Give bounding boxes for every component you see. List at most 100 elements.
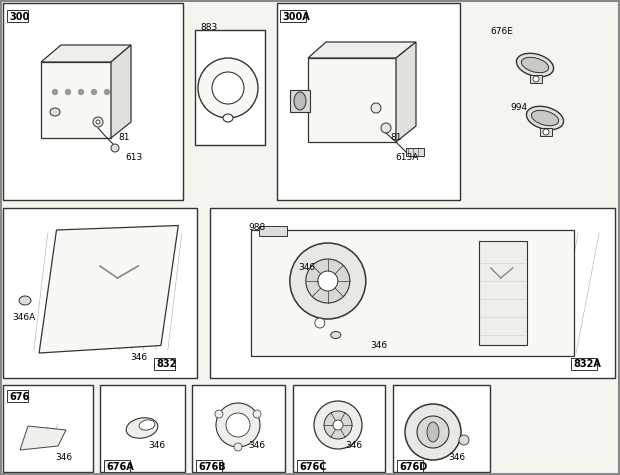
- Bar: [571, 358, 597, 370]
- Text: 994: 994: [510, 104, 527, 113]
- Text: 300A: 300A: [282, 12, 310, 22]
- Text: 832: 832: [156, 359, 176, 369]
- Polygon shape: [396, 42, 416, 142]
- Text: 346A: 346A: [12, 314, 35, 323]
- Circle shape: [105, 89, 110, 95]
- Circle shape: [306, 259, 350, 303]
- Text: 346: 346: [345, 440, 362, 449]
- Text: 346: 346: [148, 440, 165, 449]
- Circle shape: [371, 103, 381, 113]
- Ellipse shape: [526, 106, 564, 130]
- Bar: [192, 385, 285, 472]
- Bar: [3, 208, 197, 378]
- Ellipse shape: [139, 420, 155, 430]
- Text: 346: 346: [370, 341, 387, 350]
- Circle shape: [198, 58, 258, 118]
- Bar: [154, 358, 174, 370]
- Bar: [406, 148, 424, 156]
- Ellipse shape: [223, 114, 233, 122]
- Polygon shape: [308, 42, 416, 58]
- Circle shape: [234, 443, 242, 451]
- Bar: [7, 10, 27, 22]
- Bar: [530, 75, 542, 83]
- Polygon shape: [251, 230, 574, 356]
- Circle shape: [459, 435, 469, 445]
- Ellipse shape: [331, 332, 341, 339]
- Text: 676D: 676D: [399, 462, 427, 472]
- Ellipse shape: [126, 418, 158, 438]
- Text: 676B: 676B: [198, 462, 226, 472]
- Bar: [196, 460, 222, 472]
- Bar: [3, 3, 183, 200]
- Circle shape: [111, 144, 119, 152]
- Circle shape: [533, 76, 539, 82]
- Circle shape: [212, 72, 244, 104]
- Circle shape: [215, 410, 223, 418]
- Circle shape: [216, 403, 260, 447]
- Text: 676C: 676C: [299, 462, 327, 472]
- Circle shape: [96, 120, 100, 124]
- Ellipse shape: [50, 108, 60, 116]
- Text: 346: 346: [298, 264, 315, 273]
- Text: eReplacementParts.com: eReplacementParts.com: [225, 240, 395, 255]
- Circle shape: [53, 89, 58, 95]
- Bar: [104, 460, 130, 472]
- Polygon shape: [111, 45, 131, 138]
- Circle shape: [253, 410, 261, 418]
- Circle shape: [324, 411, 352, 439]
- Text: 346: 346: [55, 454, 72, 463]
- Circle shape: [315, 318, 325, 328]
- Text: 346: 346: [448, 454, 465, 463]
- Circle shape: [405, 404, 461, 460]
- Circle shape: [290, 243, 366, 319]
- Bar: [397, 460, 423, 472]
- Text: 676E: 676E: [490, 28, 513, 37]
- Text: 676A: 676A: [106, 462, 134, 472]
- Bar: [393, 385, 490, 472]
- Text: 883: 883: [200, 23, 217, 32]
- Polygon shape: [39, 226, 179, 353]
- Bar: [293, 385, 385, 472]
- Text: 832A: 832A: [573, 359, 601, 369]
- Text: 988: 988: [248, 224, 265, 232]
- Bar: [297, 460, 323, 472]
- Text: 81: 81: [118, 133, 130, 142]
- Polygon shape: [308, 58, 396, 142]
- Polygon shape: [41, 45, 131, 62]
- Text: 613A: 613A: [395, 153, 418, 162]
- Text: 676: 676: [9, 392, 29, 402]
- Ellipse shape: [294, 92, 306, 110]
- Bar: [3, 385, 93, 472]
- Bar: [7, 390, 27, 402]
- Circle shape: [318, 271, 338, 291]
- Bar: [100, 385, 185, 472]
- Polygon shape: [20, 426, 66, 450]
- Bar: [277, 3, 460, 200]
- Bar: [259, 226, 287, 236]
- Circle shape: [66, 89, 71, 95]
- Ellipse shape: [19, 296, 31, 305]
- Text: 346: 346: [130, 353, 147, 362]
- Text: 81: 81: [390, 133, 402, 142]
- Circle shape: [92, 89, 97, 95]
- Circle shape: [226, 413, 250, 437]
- Circle shape: [417, 416, 449, 448]
- Polygon shape: [479, 241, 527, 345]
- Text: 300: 300: [9, 12, 29, 22]
- Bar: [210, 208, 615, 378]
- Circle shape: [333, 420, 343, 430]
- Circle shape: [381, 123, 391, 133]
- Ellipse shape: [521, 57, 549, 73]
- Circle shape: [314, 401, 362, 449]
- Ellipse shape: [427, 422, 439, 442]
- Polygon shape: [41, 62, 111, 138]
- Circle shape: [93, 117, 103, 127]
- Bar: [280, 10, 306, 22]
- Bar: [540, 128, 552, 136]
- Bar: [195, 30, 265, 145]
- Text: 346: 346: [248, 440, 265, 449]
- Circle shape: [79, 89, 84, 95]
- Text: 613: 613: [125, 153, 142, 162]
- Ellipse shape: [531, 110, 559, 126]
- Circle shape: [543, 129, 549, 135]
